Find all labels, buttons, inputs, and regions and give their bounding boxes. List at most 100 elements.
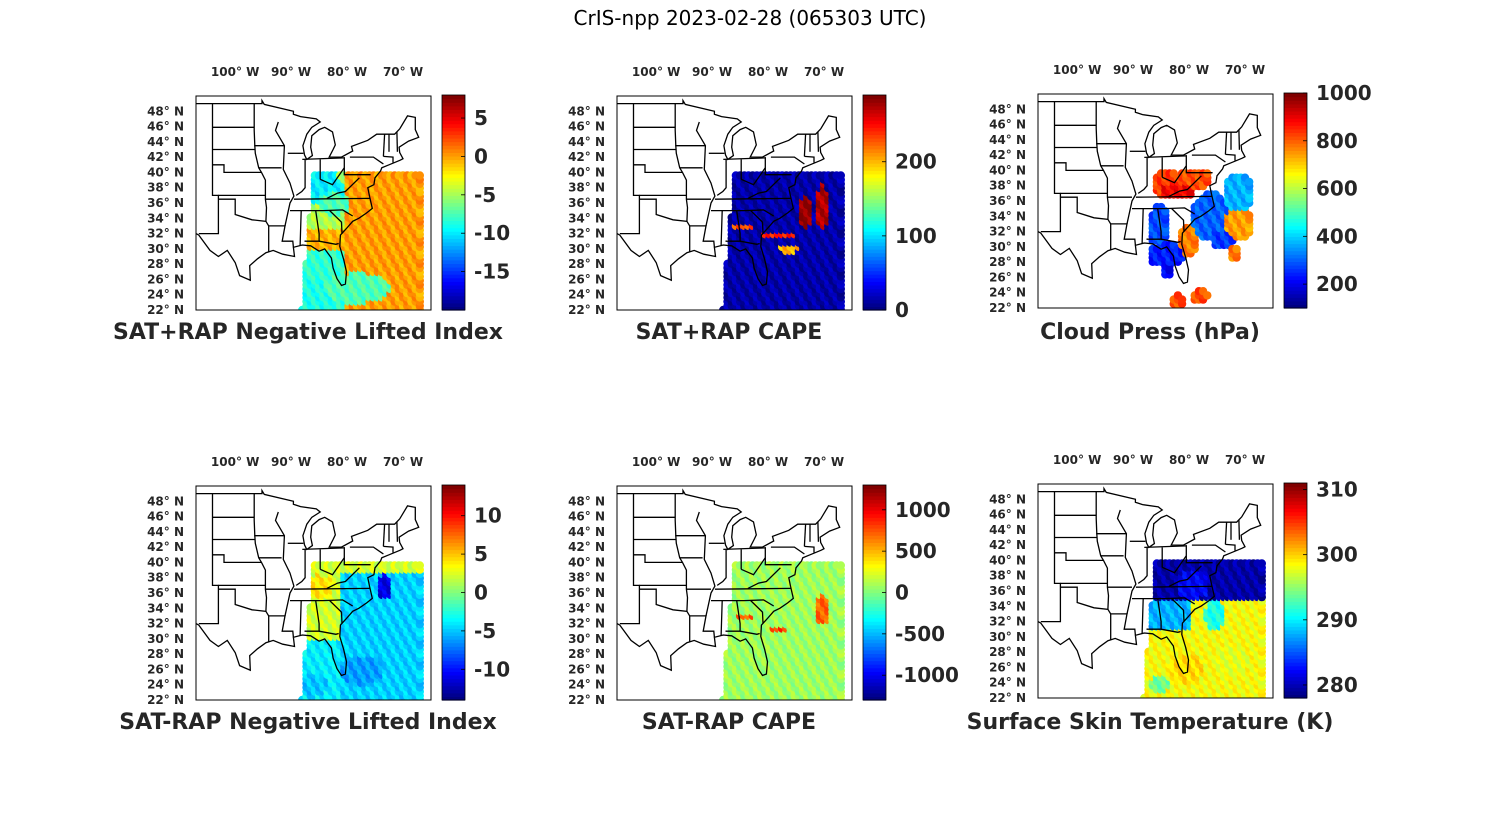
colorbar-segment (1284, 300, 1307, 306)
colorbar-segment (863, 306, 886, 311)
colorbar-segment (442, 495, 465, 500)
colorbar-segment (863, 105, 886, 110)
colorbar-segment (863, 603, 886, 608)
colorbar-segment (863, 281, 886, 286)
lat-tick-label: 32° N (147, 227, 184, 241)
state-boundary (329, 600, 343, 624)
state-boundary (329, 210, 343, 234)
colorbar-segment (863, 581, 886, 586)
state-boundary (268, 225, 295, 248)
colorbar-segment (442, 692, 465, 698)
state-boundary (382, 524, 386, 547)
colorbar-segment (863, 542, 886, 547)
colorbar-segment (863, 585, 886, 590)
state-boundary (290, 209, 354, 217)
colorbar-segment (442, 155, 465, 161)
lat-tick-label: 30° N (147, 242, 184, 256)
colorbar-segment (863, 606, 886, 612)
lat-tick-label: 48° N (147, 104, 184, 118)
colorbar-segment (442, 646, 465, 651)
swath-pixel (1245, 211, 1254, 220)
lat-tick-label: 26° N (147, 662, 184, 676)
colorbar-segment (863, 678, 886, 683)
state-boundary (817, 521, 820, 542)
colorbar-tick-label: 10 (474, 504, 502, 528)
colorbar-tick-label: -10 (474, 657, 510, 681)
state-boundary (695, 511, 716, 617)
colorbar-segment (442, 252, 465, 257)
colorbar-segment (442, 685, 465, 690)
colorbar-segment (863, 538, 886, 543)
colorbar-segment (863, 495, 886, 500)
colorbar-segment (863, 531, 886, 536)
colorbar-segment (442, 678, 465, 683)
colorbar-segment (1284, 243, 1307, 248)
map-frame (195, 485, 432, 701)
colorbar-segment (442, 181, 465, 186)
colorbar-segment (1284, 110, 1307, 116)
colorbar-segment (863, 614, 886, 619)
colorbar-segment (1284, 100, 1307, 105)
colorbar-segment (1284, 146, 1307, 151)
state-boundary (212, 164, 262, 174)
lat-tick-label: 46° N (989, 118, 1026, 132)
state-boundary (396, 131, 399, 152)
state-boundary (1132, 207, 1196, 215)
panel-cloud-press: 100° W 90° W 80° W 70° W 48° N 46° N 44° N 42° … (922, 56, 1402, 356)
colorbar-segment (863, 596, 886, 601)
colorbar-segment (442, 138, 465, 143)
lat-tick-label: 28° N (147, 257, 184, 271)
colorbar-tick-label: -5 (474, 619, 496, 643)
colorbar-segment (863, 138, 886, 143)
colorbar-segment (863, 499, 886, 504)
colorbar-segment (1284, 290, 1307, 295)
colorbar-segment (1284, 275, 1307, 280)
colorbar-segment (442, 642, 465, 647)
colorbar-segment (863, 256, 886, 261)
colorbar-segment (442, 220, 465, 225)
lat-tick-label: 28° N (147, 647, 184, 661)
state-boundary (304, 600, 320, 632)
lat-tick-label: 28° N (989, 255, 1026, 269)
state-boundary (1146, 208, 1162, 240)
colorbar-tick-label: 200 (895, 150, 937, 174)
colorbar-segment (863, 517, 886, 522)
colorbar-segment (442, 173, 465, 179)
lat-tick-label: 36° N (989, 194, 1026, 208)
state-boundary (739, 240, 760, 245)
state-boundary (817, 131, 820, 152)
colorbar-segment (442, 274, 465, 279)
state-boundary (218, 588, 270, 642)
state-boundary (1095, 101, 1110, 220)
state-boundary (711, 209, 775, 217)
colorbar-segment (1284, 268, 1307, 273)
colorbar-segment (863, 209, 886, 214)
state-boundary (716, 159, 727, 196)
lat-tick-label: 46° N (568, 120, 605, 134)
colorbar-segment (1284, 297, 1307, 302)
colorbar-frame (862, 94, 887, 311)
lat-tick-label: 24° N (147, 678, 184, 692)
colorbar-segment (1284, 114, 1307, 119)
state-boundary (720, 600, 723, 636)
map-frame (616, 485, 853, 701)
colorbar-segment (442, 581, 465, 586)
lat-tick-label: 40° N (147, 555, 184, 569)
colorbar-segment (863, 288, 886, 293)
colorbar-segment (442, 112, 465, 118)
colorbar-segment (1284, 139, 1307, 144)
lat-tick-label: 48° N (568, 104, 605, 118)
colorbar-segment (442, 259, 465, 265)
state-boundary (349, 546, 384, 555)
state-boundary (1224, 132, 1228, 155)
lon-tick-label: 100° W (211, 455, 259, 469)
state-boundary (714, 587, 792, 590)
state-boundary (343, 547, 371, 566)
map-chart: 100° W 90° W 80° W 70° W48° N46° N44° N42° … (568, 65, 937, 322)
colorbar-segment (1284, 257, 1307, 263)
colorbar-segment (442, 148, 465, 153)
colorbar-segment (442, 621, 465, 626)
